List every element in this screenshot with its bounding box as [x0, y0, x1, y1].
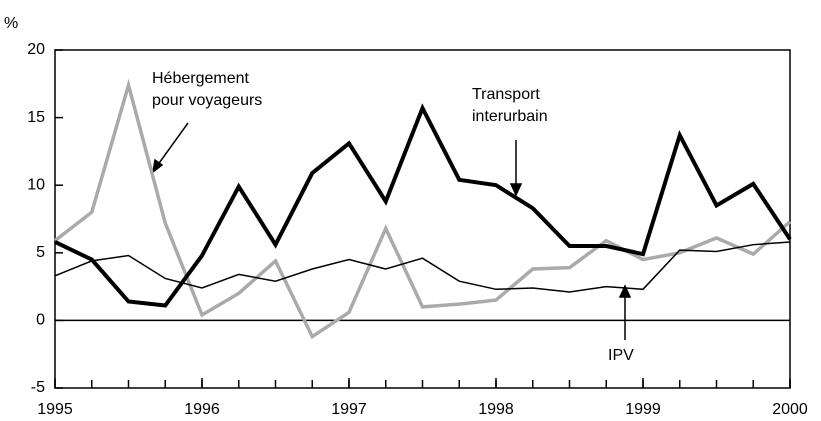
series-line: [54, 241, 791, 293]
x-tick-label: 1998: [478, 401, 514, 418]
y-tick-label: 0: [36, 312, 45, 329]
series-line: [53, 78, 792, 340]
annotation: Transport: [472, 86, 540, 103]
y-tick-label: -5: [31, 379, 45, 396]
annotation: Hébergement: [152, 70, 250, 87]
annotation: interurbain: [472, 108, 548, 125]
y-tick-label: 15: [27, 109, 45, 126]
x-tick-label: 1996: [184, 401, 220, 418]
x-tick-label: 2000: [772, 401, 808, 418]
annotation: IPV: [608, 347, 634, 364]
series-line: [54, 103, 792, 308]
y-unit: %: [4, 15, 18, 32]
y-tick-label: 5: [36, 244, 45, 261]
annotation: pour voyageurs: [152, 92, 262, 109]
y-tick-label: 10: [27, 176, 45, 193]
x-tick-label: 1997: [331, 401, 367, 418]
y-tick-label: 20: [27, 41, 45, 58]
x-tick-label: 1995: [37, 401, 73, 418]
x-tick-label: 1999: [625, 401, 661, 418]
arrows: [151, 122, 632, 340]
